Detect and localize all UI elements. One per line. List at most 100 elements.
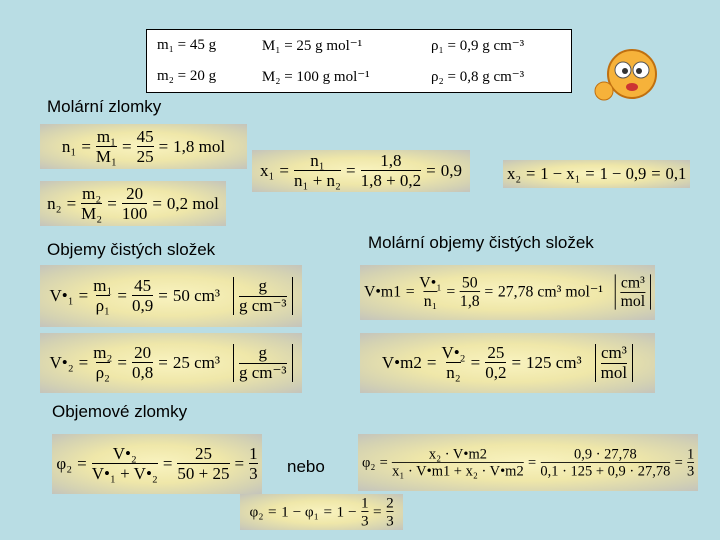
- fraction: 20 0,8: [131, 343, 154, 382]
- denominator: 1,8 + 0,2: [360, 170, 422, 190]
- cell: M₂ = 100 g mol⁻¹: [261, 69, 370, 85]
- fraction: 25 50 + 25: [177, 444, 230, 483]
- numerator: 20: [134, 343, 152, 363]
- formula-term: =: [426, 161, 436, 180]
- numerator: V•₁: [419, 274, 442, 292]
- formula: V•₁ = m₁ ρ₁ = 45 0,9 = 50 cm³ g g cm⁻³: [49, 275, 293, 316]
- formula-term: V•₁: [49, 286, 74, 305]
- numerator: 1,8: [380, 151, 402, 171]
- denominator: 25: [136, 145, 154, 166]
- numerator: 25: [194, 444, 212, 464]
- formula-term: 25 cm³: [172, 353, 220, 372]
- formula-term: V•₂: [49, 353, 74, 372]
- formula: V•m1 = V•₁ n₁ = 50 1,8 = 27,78 cm³ mol⁻¹ cm³ mol: [364, 274, 651, 311]
- formula-term: =: [585, 164, 595, 183]
- formula: n₂ = m₂ M₂ = 20 100 = 0,2 mol: [47, 184, 219, 223]
- fraction: 45 25: [136, 126, 154, 166]
- cell: ρ₁ = 0,9 g cm⁻³: [431, 38, 525, 54]
- formula-term: =: [345, 161, 356, 180]
- denominator: x₁ · V•m1 + x₂ · V•m2: [391, 461, 524, 479]
- numerator: cm³: [600, 342, 627, 362]
- denominator: ρ₂: [95, 362, 110, 382]
- fraction: 50 1,8: [460, 275, 480, 310]
- denominator: 0,9: [131, 295, 154, 315]
- formula-term: 0,9: [440, 161, 462, 180]
- formula-term: 1 − 0,9: [599, 164, 647, 183]
- row: m₁ = 45 g M₁ = 25 g mol⁻¹ ρ₁ = 0,9 g cm⁻…: [147, 30, 572, 62]
- numerator: 45: [136, 126, 154, 146]
- formula-box: V•₂ = m₂ ρ₂ = 20 0,8 = 25 cm³ g g cm⁻³: [40, 333, 302, 393]
- formula-term: 0,2 mol: [166, 193, 219, 213]
- formula-term: φ₂: [249, 503, 264, 521]
- denominator: 3: [360, 511, 369, 529]
- formula-box: φ₂ = x₂ · V•m2 x₁ · V•m1 + x₂ · V•m2 = 0,9 · …: [358, 434, 698, 491]
- formula-term: =: [470, 353, 481, 372]
- denominator: g cm⁻³: [238, 362, 287, 382]
- denominator: n₁: [423, 291, 438, 311]
- fraction: 1,8 1,8 + 0,2: [360, 151, 422, 190]
- numerator: 2: [386, 494, 394, 512]
- formula: n₁ = m₁ M₁ = 45 25 = 1,8 mol: [62, 126, 225, 166]
- fraction: 0,9 · 27,78 0,1 · 125 + 0,9 · 27,78: [540, 445, 671, 478]
- formula-box: V•m2 = V•₂ n₂ = 25 0,2 = 125 cm³ cm³ mol: [360, 333, 655, 393]
- numerator: g: [258, 275, 267, 295]
- fraction: n₁ n₁ + n₂: [294, 152, 341, 190]
- formula-term: =: [77, 454, 87, 473]
- cell: m₁ = 45 g: [157, 37, 217, 53]
- formula-term: =: [446, 283, 456, 301]
- formula-term: =: [158, 353, 168, 372]
- denominator: V•₁ + V•₂: [91, 463, 158, 483]
- numerator: 1: [360, 494, 369, 512]
- formula-term: =: [117, 286, 127, 305]
- formula-term: 27,78 cm³ mol⁻¹: [498, 283, 604, 301]
- numerator: m₁: [96, 126, 117, 146]
- unit-bracket: cm³ mol: [615, 274, 651, 311]
- formula-term: 1 − x₁: [540, 164, 581, 183]
- given-values: m₁ = 45 g M₁ = 25 g mol⁻¹ ρ₁ = 0,9 g cm⁻…: [146, 29, 572, 93]
- unit-bracket: cm³ mol: [594, 342, 634, 383]
- formula-term: φ₂: [361, 453, 376, 471]
- formula-term: =: [152, 193, 162, 213]
- fraction: m₂ M₂: [81, 184, 103, 223]
- denominator: 0,8: [131, 362, 154, 382]
- formula: φ₂ = 1 − φ₁ = 1 −1 3 = 2 3: [249, 494, 394, 529]
- formula-term: 0,1: [665, 164, 687, 183]
- formula-box: φ₂ = 1 − φ₁ = 1 −1 3 = 2 3: [240, 494, 403, 530]
- denominator: mol: [600, 362, 628, 382]
- formula-term: =: [78, 353, 89, 372]
- formula-term: V•m2: [381, 353, 422, 372]
- denominator: n₂: [446, 362, 461, 382]
- numerator: 1: [686, 445, 695, 462]
- denominator: mol: [620, 292, 646, 310]
- formula-term: =: [121, 136, 132, 156]
- denominator: 0,2: [485, 362, 507, 382]
- formula: φ₂ = V•₂ V•₁ + V•₂ = 25 50 + 25 = 1 3: [56, 444, 258, 483]
- numerator: m₁: [93, 276, 113, 296]
- formula-term: =: [78, 286, 89, 305]
- formula-term: =: [651, 164, 661, 183]
- numerator: 0,9 · 27,78: [573, 445, 637, 462]
- numerator: 25: [487, 343, 505, 363]
- fraction: 45 0,9: [131, 277, 154, 315]
- cell: M₁ = 25 g mol⁻¹: [261, 38, 363, 54]
- formula-term: 1 −: [336, 503, 357, 521]
- denominator: 100: [121, 202, 148, 223]
- formula: x₁ = n₁ n₁ + n₂ = 1,8 1,8 + 0,2 = 0,9: [260, 152, 462, 190]
- formula-term: x₁: [259, 161, 275, 180]
- numerator: V•₂: [112, 444, 137, 464]
- formula-term: n₂: [47, 193, 62, 213]
- fraction: x₂ · V•m2 x₁ · V•m1 + x₂ · V•m2: [391, 446, 524, 479]
- formula-term: =: [511, 353, 522, 372]
- connector-text: nebo: [287, 457, 325, 476]
- formula-term: =: [372, 503, 382, 521]
- formula-term: =: [379, 453, 388, 471]
- formula-term: =: [405, 283, 415, 301]
- cell: ρ₂ = 0,8 g cm⁻³: [431, 69, 525, 85]
- formula-term: =: [323, 503, 332, 521]
- formula-term: 1 − φ₁: [280, 503, 319, 521]
- row: m₂ = 20 g M₂ = 100 g mol⁻¹ ρ₂ = 0,8 g cm…: [147, 61, 572, 93]
